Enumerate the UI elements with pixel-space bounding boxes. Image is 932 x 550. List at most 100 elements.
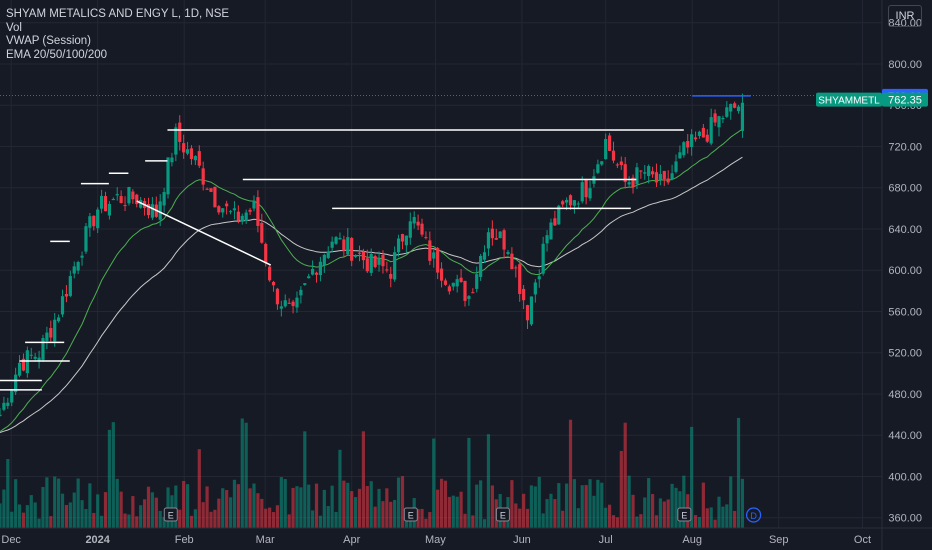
candle-body: [334, 237, 338, 244]
volume-bar: [64, 504, 69, 528]
volume-bar: [662, 501, 666, 528]
candle-body: [678, 152, 682, 159]
volume-bar: [0, 503, 2, 528]
candle-body: [279, 306, 283, 309]
ema-indicator-label[interactable]: EMA 20/50/100/200: [6, 48, 108, 61]
volume-bar: [131, 496, 135, 528]
volume-bar: [14, 479, 18, 528]
vwap-indicator-label[interactable]: VWAP (Session): [6, 35, 91, 47]
candle-body: [525, 305, 530, 321]
candle-body: [436, 248, 440, 273]
ticker-tag-label: SHYAMMETL: [818, 96, 880, 107]
candle-body: [88, 216, 92, 228]
candle-body: [604, 139, 608, 160]
candle-body: [361, 251, 366, 261]
volume-bar: [588, 479, 592, 528]
candle-body: [725, 107, 729, 117]
volume-bar: [471, 515, 475, 528]
volume-bar: [10, 511, 14, 528]
candle-body: [311, 268, 315, 275]
volume-bar: [72, 492, 76, 528]
candle-body: [162, 192, 166, 206]
candle-body: [178, 122, 182, 142]
candle-body: [72, 266, 76, 274]
candle-body: [416, 221, 420, 226]
volume-bar: [146, 486, 151, 528]
candle-body: [420, 223, 424, 235]
candle-body: [733, 103, 737, 108]
volume-bar: [291, 487, 295, 528]
candle-body: [232, 208, 237, 211]
volume-bar: [182, 480, 186, 528]
volume-bar: [213, 509, 217, 528]
candle-body: [252, 200, 256, 209]
volume-bar: [541, 513, 545, 528]
time-axis[interactable]: Dec 2024 Feb Mar Apr May Jun Jul Aug Sep Oct: [0, 527, 932, 546]
volume-bar: [553, 499, 557, 528]
volume-bar: [350, 491, 354, 528]
candle-body: [393, 252, 397, 280]
candle-body: [322, 254, 326, 266]
volume-bar: [432, 438, 436, 528]
volume-bar: [217, 498, 221, 528]
volume-bar: [264, 508, 268, 528]
earnings-marker-label: E: [168, 511, 174, 521]
price-axis[interactable]: 360.00 400.00 440.00 480.00 520.00 560.00 600.…: [881, 0, 922, 550]
volume-bar: [701, 482, 705, 528]
candle-body: [123, 205, 127, 207]
candle-body: [166, 157, 170, 195]
candle-body: [139, 200, 143, 208]
candle-body: [658, 173, 662, 180]
volume-bar: [322, 489, 326, 528]
volume-bar: [279, 477, 283, 528]
earnings-marker-icon: [163, 507, 178, 522]
volume-bar: [607, 504, 612, 528]
candle-body: [557, 205, 561, 225]
candle-body: [0, 414, 2, 416]
volume-bar: [103, 492, 108, 528]
candle-body: [107, 203, 112, 216]
volume-indicator-label[interactable]: Vol: [6, 21, 22, 34]
candle-body: [510, 253, 514, 270]
volume-bar: [467, 437, 471, 528]
candle-body: [713, 113, 717, 123]
volume-bar: [420, 508, 424, 528]
earnings-marker-label: E: [500, 511, 506, 521]
drawing-lines[interactable]: [0, 95, 882, 391]
candle-body: [326, 251, 330, 258]
volume-bar: [60, 493, 65, 528]
candle-body: [404, 235, 408, 246]
volume-bar: [135, 516, 139, 528]
volume-bar: [68, 502, 72, 528]
ema-slow-line: [0, 156, 743, 433]
symbol-title[interactable]: SHYAM METALICS AND ENGY L, 1D, NSE: [6, 8, 230, 20]
volume-bar: [162, 516, 166, 528]
candle-body: [522, 288, 526, 301]
volume-bar: [2, 489, 6, 528]
candle-body: [338, 237, 342, 240]
volume-bar: [568, 419, 573, 528]
volume-bar: [396, 477, 401, 528]
candle-body: [502, 230, 506, 250]
x-tick-label: Aug: [682, 534, 702, 546]
volume-bar: [268, 507, 272, 528]
candle-body: [76, 262, 80, 271]
y-tick-label: 560.00: [888, 306, 922, 318]
candle-body: [475, 274, 479, 289]
currency-button[interactable]: INR: [888, 5, 922, 27]
volume-bar: [92, 512, 96, 528]
volume-bar: [236, 484, 240, 528]
volume-bar: [736, 417, 741, 528]
candle-body: [627, 182, 631, 185]
volume-bar: [385, 488, 389, 528]
volume-bar: [647, 478, 651, 528]
volume-bar: [439, 478, 444, 528]
candle-body: [443, 280, 448, 285]
candle-body: [350, 237, 354, 261]
candle-body: [146, 204, 151, 216]
x-tick-label: Jul: [599, 534, 613, 546]
candle-body: [408, 221, 412, 238]
volume-bar: [424, 518, 428, 528]
ticker-tag-box: [816, 92, 882, 107]
